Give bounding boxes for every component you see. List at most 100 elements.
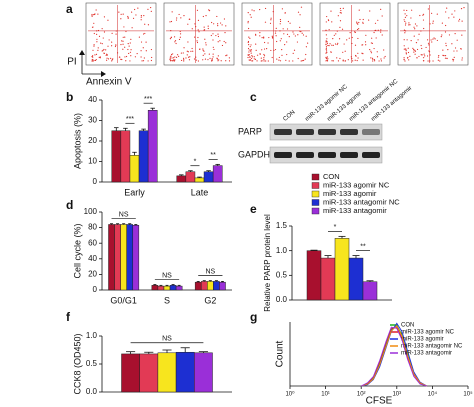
bar	[139, 353, 159, 393]
flow-dot	[138, 36, 140, 38]
flow-dot	[140, 56, 142, 58]
flow-dot	[369, 10, 371, 12]
flow-dot	[225, 60, 227, 62]
flow-dot	[205, 15, 207, 17]
significance-label: ***	[126, 116, 134, 123]
flow-dot	[100, 42, 102, 44]
flow-dot	[372, 58, 374, 60]
flow-dot	[263, 59, 265, 61]
flow-dot	[357, 57, 359, 59]
flow-dot	[128, 45, 130, 47]
flow-dot	[147, 60, 149, 62]
flow-dot	[225, 55, 227, 57]
flow-dot	[93, 44, 95, 46]
flow-dot	[281, 54, 283, 57]
flow-dot	[362, 59, 364, 61]
flow-dot	[340, 9, 342, 12]
flow-dot	[325, 60, 327, 62]
flow-dot	[454, 10, 456, 12]
blot-band	[340, 152, 358, 158]
flow-dot	[305, 35, 307, 37]
significance-label: NS	[162, 336, 172, 343]
flow-dot	[404, 60, 406, 62]
y-tick-label: 1.5	[276, 221, 288, 230]
flow-dot	[140, 19, 142, 21]
flow-dot	[328, 45, 330, 47]
flow-dot	[93, 22, 95, 24]
y-tick-label: 1.0	[86, 331, 98, 340]
y-axis-label: Cell cycle (%)	[72, 223, 82, 278]
flow-dot	[444, 31, 447, 33]
flow-dot	[208, 10, 211, 12]
flow-dot	[147, 24, 150, 26]
flow-dot	[269, 22, 272, 24]
flow-dot	[414, 53, 416, 55]
legend-label: miR-133 agomir	[323, 189, 377, 198]
flow-dot	[380, 31, 382, 33]
flow-dot	[461, 57, 463, 59]
flow-dot	[380, 29, 382, 31]
flow-dot	[96, 33, 98, 35]
flow-dot	[303, 59, 305, 62]
flow-dot	[420, 44, 422, 47]
flow-dot	[207, 25, 209, 27]
flow-dot	[292, 52, 294, 55]
flow-dot	[98, 56, 100, 58]
flow-dot	[330, 10, 332, 12]
flow-dot	[144, 23, 146, 25]
flow-dot	[405, 52, 407, 54]
y-axis-label: PI	[67, 57, 76, 68]
flow-dot	[125, 30, 127, 33]
flow-dot	[329, 43, 331, 45]
flow-dot	[325, 50, 328, 52]
flow-dot	[169, 38, 172, 40]
flow-dot	[185, 57, 187, 59]
flow-dot	[425, 46, 427, 49]
flow-dot	[453, 56, 455, 58]
flow-dot	[433, 37, 435, 39]
flow-dot	[276, 40, 278, 43]
flow-dot	[207, 59, 209, 61]
flow-dot	[278, 59, 280, 61]
flow-dot	[247, 41, 249, 44]
flow-dot	[197, 19, 200, 22]
flow-dot	[187, 56, 190, 58]
flow-dot	[384, 55, 386, 58]
flow-dot	[105, 54, 107, 57]
flow-dot	[204, 58, 207, 60]
flow-dot	[361, 52, 363, 54]
flow-dot	[174, 41, 176, 43]
flow-dot	[92, 60, 94, 62]
flow-dot	[378, 60, 380, 62]
legend-swatch	[311, 199, 320, 206]
flow-dot	[356, 28, 359, 31]
flow-dot	[205, 42, 207, 44]
flow-dot	[212, 39, 214, 41]
flow-dot	[174, 56, 176, 58]
flow-dot	[170, 55, 172, 57]
flow-dot	[299, 14, 301, 16]
flow-dot	[461, 34, 463, 36]
flow-dot	[190, 50, 192, 52]
flow-dot	[122, 13, 124, 15]
flow-dot	[380, 8, 382, 10]
flow-dot	[325, 21, 327, 23]
flow-dot	[286, 33, 289, 35]
flow-dot	[325, 43, 327, 45]
flow-dot	[188, 59, 191, 61]
flow-dot	[264, 7, 267, 10]
flow-dot	[362, 22, 364, 25]
flow-dot	[120, 43, 122, 46]
flow-dot	[376, 56, 379, 58]
flow-dot	[432, 20, 434, 22]
flow-dot	[194, 23, 196, 25]
flow-dot	[325, 46, 328, 48]
flow-dot	[263, 37, 265, 39]
flow-dot	[448, 17, 450, 19]
flow-dot	[412, 47, 414, 50]
significance-label: **	[360, 243, 366, 250]
flow-dot	[454, 47, 457, 49]
flow-dot	[268, 36, 270, 39]
flow-dot	[436, 13, 438, 15]
flow-dot	[91, 14, 93, 16]
